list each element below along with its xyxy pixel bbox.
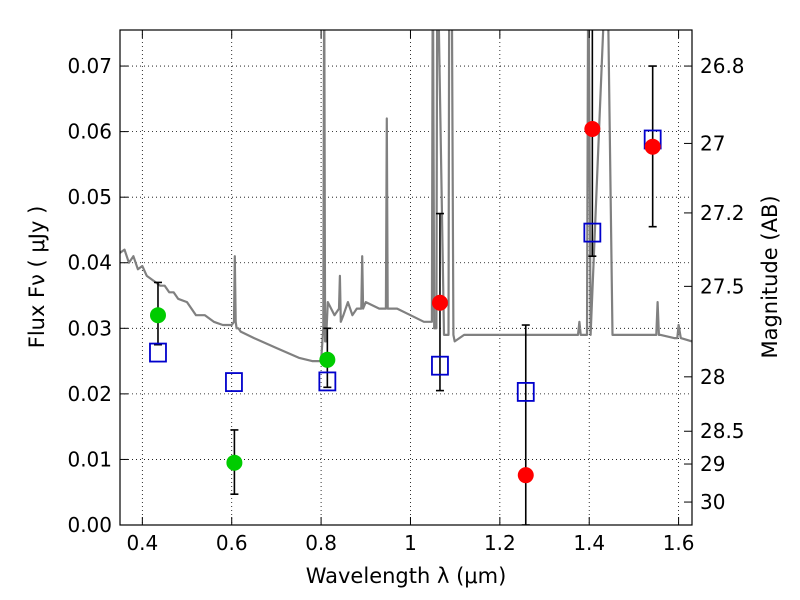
flux-point — [644, 138, 661, 155]
magnitude-tick-label: 28 — [700, 365, 725, 389]
magnitude-tick-label: 27 — [700, 131, 725, 155]
y-tick-label: 0.00 — [67, 513, 112, 537]
model-magnitude-square — [225, 372, 243, 392]
flux-point — [319, 351, 336, 368]
y-tick-label: 0.07 — [67, 54, 112, 78]
y-tick-label: 0.03 — [67, 316, 112, 340]
x-tick-label: 1.4 — [573, 531, 605, 555]
x-tick-label: 1 — [404, 531, 417, 555]
model-magnitude-square — [318, 371, 337, 392]
y-axis-ticks: 0.00 0.01 0.02 0.03 0.04 0.05 0.06 0.07 — [67, 54, 128, 537]
flux-point — [517, 467, 534, 484]
plot-frame — [119, 29, 693, 526]
magnitude-axis-label: Magnitude (AB) — [758, 195, 782, 358]
flux-point — [584, 121, 601, 137]
y-tick-label: 0.04 — [67, 251, 112, 275]
magnitude-tick-label: 28.5 — [700, 419, 745, 443]
data-markers — [149, 121, 662, 484]
magnitude-axis-ticks: 26.8 27 27.2 27.5 28 28.5 29 30 — [684, 54, 745, 514]
flux-point — [149, 307, 166, 324]
magnitude-tick-label: 26.8 — [700, 54, 745, 78]
y-tick-label: 0.05 — [67, 185, 112, 209]
y-tick-label: 0.01 — [67, 447, 112, 471]
x-tick-label: 1.6 — [663, 531, 695, 555]
x-axis-ticks: 0.4 0.6 0.8 1 1.2 1.4 1.6 — [126, 30, 695, 555]
plot-background — [120, 30, 692, 525]
y-tick-label: 0.02 — [67, 382, 112, 406]
x-tick-label: 0.4 — [126, 531, 158, 555]
model-magnitude-square — [431, 355, 449, 376]
y-tick-label: 0.06 — [67, 120, 112, 144]
magnitude-tick-label: 29 — [700, 452, 725, 476]
x-tick-label: 0.8 — [305, 531, 337, 555]
x-axis-label: Wavelength λ (μm) — [306, 564, 507, 588]
model-spectrum-line — [120, 30, 692, 363]
magnitude-tick-label: 27.5 — [700, 274, 745, 298]
magnitude-tick-label: 27.2 — [700, 201, 745, 225]
model-magnitude-square — [583, 222, 602, 243]
flux-point — [226, 454, 243, 471]
model-magnitude-square — [149, 342, 167, 363]
x-tick-label: 0.6 — [216, 531, 248, 555]
y-axis-label: Flux Fν ( μJy ) — [25, 206, 49, 349]
flux-point — [431, 294, 448, 311]
model-magnitude-square — [516, 382, 535, 402]
magnitude-tick-label: 30 — [700, 490, 725, 514]
x-tick-label: 1.2 — [484, 531, 516, 555]
